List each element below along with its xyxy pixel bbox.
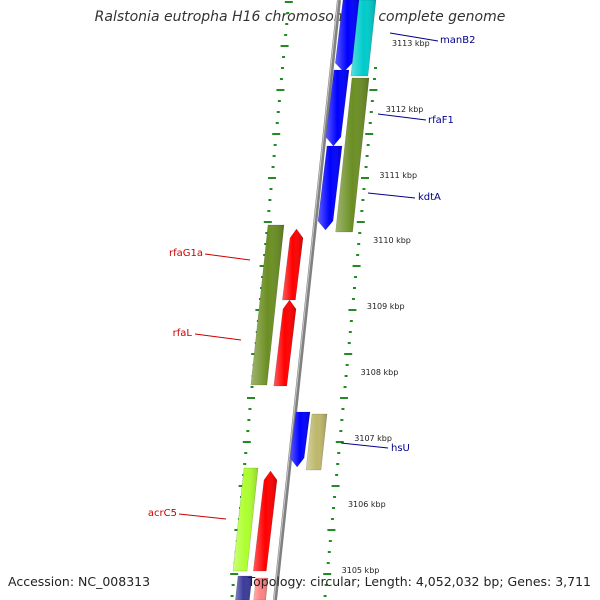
kbp-scale: 3113 kbp 3112 kbp 3111 kbp 3110 kbp 3109 kbp…	[342, 39, 430, 575]
genome-summary: Topology: circular; Length: 4,052,032 bp…	[247, 574, 591, 589]
accession-text: Accession: NC_008313	[8, 574, 151, 589]
gene-label-leader	[194, 333, 242, 341]
map-title: Ralstonia eutropha H16 chromosome 1, com…	[94, 9, 506, 25]
gene-label-leader	[367, 192, 416, 199]
gene-block-red-2-shade	[273, 300, 296, 386]
kbp-label: 3110 kbp	[373, 236, 411, 245]
gene-block-red-1-shade	[282, 229, 303, 300]
gene-block-lime-shade	[233, 468, 258, 571]
gene-label-acrc5: acrC5	[148, 508, 177, 519]
backbone-line	[273, 0, 341, 600]
kbp-label: 3113 kbp	[392, 39, 430, 48]
backbone-highlight	[273, 0, 339, 600]
kbp-label: 3112 kbp	[386, 105, 424, 114]
kbp-label: 3111 kbp	[379, 171, 417, 180]
gene-block-blue-2-shade	[325, 70, 349, 146]
gene-label-leader	[377, 113, 427, 121]
gene-block-blue-4-shade	[290, 412, 310, 467]
gene-labels: manB2 rfaF1 kdtA hsU rfaG1a rfaL acrC5	[148, 32, 475, 520]
gene-label-leader	[204, 253, 251, 261]
gene-block-cyan-shade	[350, 0, 376, 76]
outer-tick-track	[323, 67, 378, 597]
gene-label-manb2: manB2	[440, 35, 475, 46]
gene-block-blue-3-shade	[318, 146, 342, 230]
gene-label-leader	[178, 513, 227, 520]
gene-block-pink-shade	[253, 578, 268, 600]
gene-label-rfal: rfaL	[173, 328, 193, 339]
gene-label-leader	[340, 442, 389, 449]
kbp-label: 3105 kbp	[342, 566, 380, 575]
gene-label-rfaf1: rfaF1	[428, 115, 454, 126]
gene-block-navy-shade	[235, 576, 252, 600]
gene-label-rfag1a: rfaG1a	[169, 248, 203, 259]
kbp-label: 3109 kbp	[367, 302, 405, 311]
kbp-label: 3108 kbp	[361, 368, 399, 377]
gene-label-leader	[389, 32, 439, 42]
kbp-label: 3106 kbp	[348, 500, 386, 509]
gene-block-red-3-shade	[253, 471, 277, 571]
gene-label-kdta: kdtA	[418, 192, 441, 203]
gene-block-olive-2-shade	[250, 225, 284, 385]
gene-block-khaki-shade	[306, 414, 327, 470]
gene-label-hsu: hsU	[391, 443, 410, 454]
kbp-label: 3107 kbp	[354, 434, 392, 443]
gene-block-blue-1-shade	[335, 0, 360, 72]
gene-features	[232, 0, 377, 600]
gene-block-olive-1-shade	[335, 78, 369, 232]
